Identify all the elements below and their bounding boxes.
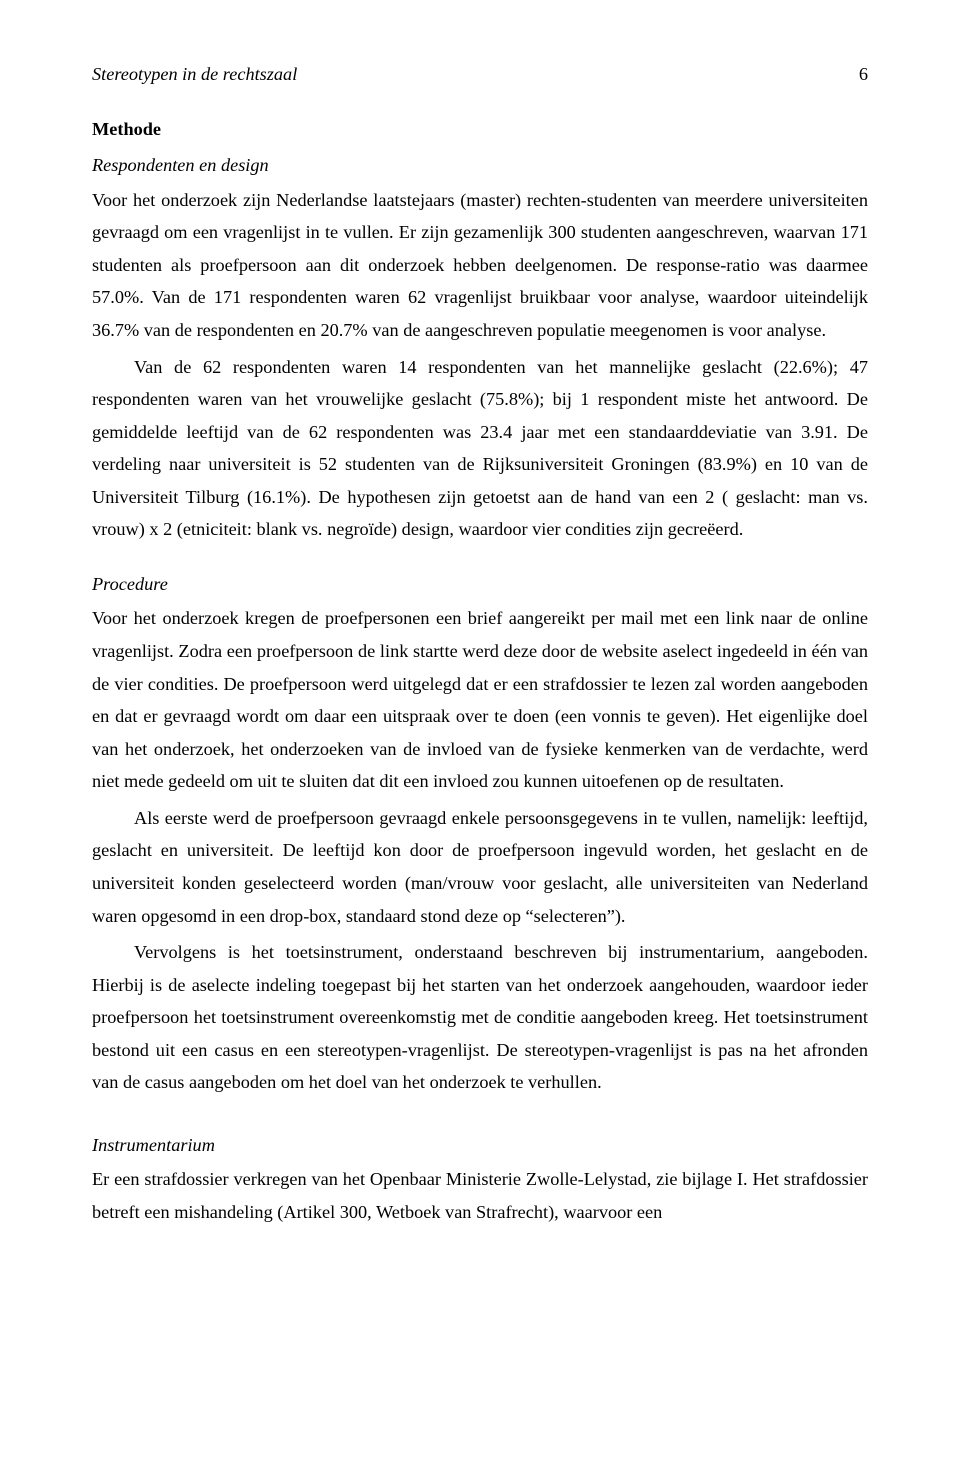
paragraph-respondenten-1: Voor het onderzoek zijn Nederlandse laat… xyxy=(92,184,868,347)
spacer xyxy=(92,1103,868,1125)
subheading-instrumentarium: Instrumentarium xyxy=(92,1129,868,1162)
paragraph-respondenten-2: Van de 62 respondenten waren 14 responde… xyxy=(92,351,868,546)
subheading-procedure: Procedure xyxy=(92,568,868,601)
section-title-methode: Methode xyxy=(92,113,868,146)
spacer xyxy=(92,550,868,564)
subheading-respondenten: Respondenten en design xyxy=(92,149,868,182)
paragraph-instrumentarium-1: Er een strafdossier verkregen van het Op… xyxy=(92,1163,868,1228)
paragraph-procedure-3: Vervolgens is het toetsinstrument, onder… xyxy=(92,936,868,1099)
page-number: 6 xyxy=(859,58,868,91)
page: Stereotypen in de rechtszaal 6 Methode R… xyxy=(0,0,960,1474)
paragraph-procedure-2: Als eerste werd de proefpersoon gevraagd… xyxy=(92,802,868,932)
running-head-title: Stereotypen in de rechtszaal xyxy=(92,58,297,91)
running-head: Stereotypen in de rechtszaal 6 xyxy=(92,58,868,91)
paragraph-procedure-1: Voor het onderzoek kregen de proefperson… xyxy=(92,602,868,797)
